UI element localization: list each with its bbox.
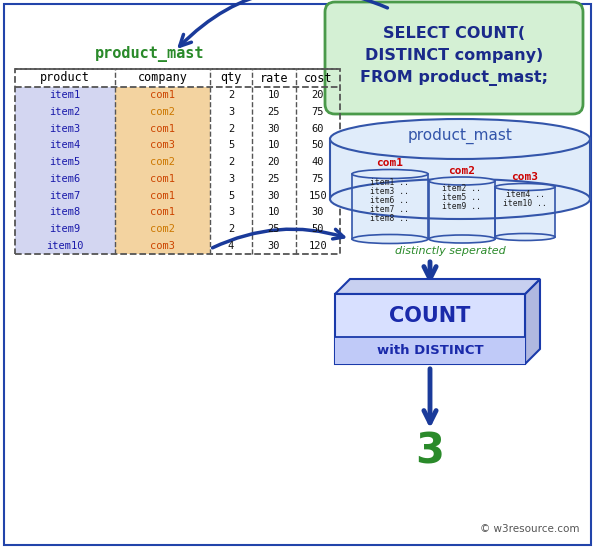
Text: item7: item7 (49, 191, 81, 200)
Text: with DISTINCT: with DISTINCT (377, 344, 483, 357)
Text: product_mast: product_mast (95, 46, 205, 62)
Text: item6 ..: item6 .. (371, 195, 409, 205)
Text: 2: 2 (228, 224, 234, 234)
Polygon shape (330, 139, 590, 199)
Text: item1: item1 (49, 91, 81, 100)
Text: item8 ..: item8 .. (371, 214, 409, 222)
Text: com3: com3 (512, 172, 538, 182)
Text: 10: 10 (268, 141, 280, 150)
Text: 20: 20 (312, 91, 324, 100)
Text: 40: 40 (312, 157, 324, 167)
Ellipse shape (330, 119, 590, 159)
Text: com2: com2 (449, 166, 475, 176)
Ellipse shape (352, 234, 428, 244)
Text: com3: com3 (150, 141, 175, 150)
Text: 10: 10 (268, 91, 280, 100)
Text: 25: 25 (268, 174, 280, 184)
Text: © w3resource.com: © w3resource.com (481, 524, 580, 534)
Text: 50: 50 (312, 141, 324, 150)
Text: 5: 5 (228, 191, 234, 200)
Ellipse shape (352, 170, 428, 178)
Text: product_mast: product_mast (408, 128, 512, 144)
Text: company: company (137, 71, 187, 85)
FancyBboxPatch shape (325, 2, 583, 114)
Text: com1: com1 (150, 208, 175, 217)
Text: 20: 20 (268, 157, 280, 167)
Text: item7 ..: item7 .. (371, 205, 409, 214)
Text: product: product (40, 71, 90, 85)
Text: 3: 3 (228, 208, 234, 217)
Text: item2 ..: item2 .. (443, 184, 481, 193)
Text: 10: 10 (268, 208, 280, 217)
Text: 30: 30 (268, 124, 280, 134)
Text: item2: item2 (49, 107, 81, 117)
Text: COUNT: COUNT (389, 306, 471, 327)
Text: 60: 60 (312, 124, 324, 134)
Polygon shape (335, 279, 540, 294)
Text: 30: 30 (268, 191, 280, 200)
FancyBboxPatch shape (335, 294, 525, 364)
Text: item1 ..: item1 .. (371, 177, 409, 187)
Text: com2: com2 (150, 107, 175, 117)
Text: item8: item8 (49, 208, 81, 217)
Text: 2: 2 (228, 124, 234, 134)
Text: SELECT COUNT(
DISTINCT company)
FROM product_mast;: SELECT COUNT( DISTINCT company) FROM pro… (360, 26, 548, 86)
Text: com3: com3 (150, 240, 175, 251)
Text: 4: 4 (228, 240, 234, 251)
Text: 30: 30 (312, 208, 324, 217)
Text: 30: 30 (268, 240, 280, 251)
Text: com1: com1 (150, 91, 175, 100)
Text: 2: 2 (228, 157, 234, 167)
Text: com1: com1 (150, 124, 175, 134)
Polygon shape (495, 187, 555, 237)
Text: rate: rate (260, 71, 288, 85)
FancyBboxPatch shape (15, 87, 115, 254)
Text: 150: 150 (309, 191, 327, 200)
Text: 75: 75 (312, 107, 324, 117)
Polygon shape (352, 174, 428, 239)
Polygon shape (429, 181, 495, 239)
Text: item9 ..: item9 .. (443, 202, 481, 211)
Text: item4 ..: item4 .. (506, 190, 544, 199)
Ellipse shape (495, 183, 555, 191)
Text: cost: cost (304, 71, 332, 85)
FancyBboxPatch shape (335, 338, 525, 364)
Text: com2: com2 (150, 157, 175, 167)
Text: 25: 25 (268, 224, 280, 234)
Text: item9: item9 (49, 224, 81, 234)
Text: item5: item5 (49, 157, 81, 167)
Text: item3 ..: item3 .. (371, 187, 409, 195)
Ellipse shape (429, 235, 495, 243)
Text: com1: com1 (377, 159, 403, 169)
Ellipse shape (429, 177, 495, 185)
Text: 25: 25 (268, 107, 280, 117)
Text: 120: 120 (309, 240, 327, 251)
Text: item10: item10 (46, 240, 84, 251)
Ellipse shape (495, 233, 555, 240)
Text: com1: com1 (150, 174, 175, 184)
Text: 3: 3 (415, 430, 444, 472)
Text: item4: item4 (49, 141, 81, 150)
Text: item3: item3 (49, 124, 81, 134)
Text: item10 ..: item10 .. (503, 199, 547, 208)
Text: 3: 3 (228, 107, 234, 117)
Text: 50: 50 (312, 224, 324, 234)
Text: com1: com1 (150, 191, 175, 200)
Text: qty: qty (220, 71, 242, 85)
Text: com2: com2 (150, 224, 175, 234)
Polygon shape (525, 279, 540, 364)
Text: distinctly seperated: distinctly seperated (394, 246, 505, 256)
Text: 3: 3 (228, 174, 234, 184)
Text: item5 ..: item5 .. (443, 193, 481, 202)
Text: 75: 75 (312, 174, 324, 184)
Text: 2: 2 (228, 91, 234, 100)
Text: item6: item6 (49, 174, 81, 184)
FancyBboxPatch shape (115, 87, 210, 254)
Ellipse shape (330, 179, 590, 219)
Text: 5: 5 (228, 141, 234, 150)
